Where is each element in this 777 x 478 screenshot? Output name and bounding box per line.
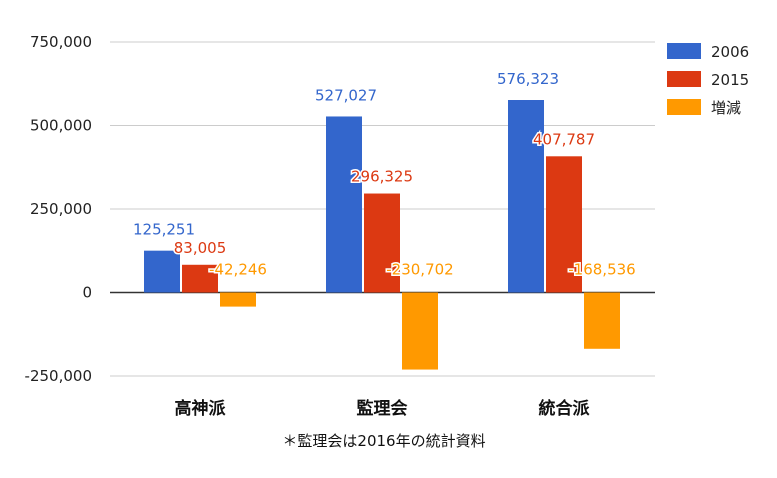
data-label: 83,005 [174,239,227,257]
x-category-label: 監理会 [357,398,408,419]
legend-label: 増減 [711,99,741,117]
legend-swatch [667,99,701,115]
bar-増減-高神派[interactable] [220,292,256,307]
data-label: -168,536 [568,261,635,279]
y-tick-label: -250,000 [25,367,92,385]
data-label: 125,251 [133,221,195,239]
legend: 2006 2015 増減 [667,43,749,117]
data-label: -42,246 [209,261,267,279]
y-tick-label: 0 [82,284,92,302]
bar-増減-統合派[interactable] [584,292,620,349]
legend-swatch [667,43,701,59]
bar-2006-高神派[interactable] [144,250,180,293]
x-axis-categories: 高神派 監理会 統合派 [175,398,591,419]
x-category-label: 統合派 [539,398,591,419]
y-axis: 750,000 500,000 250,000 0 -250,000 [25,33,92,385]
y-tick-label: 500,000 [30,117,92,135]
bar-2015-監理会[interactable] [364,193,400,293]
bar-2015-統合派[interactable] [546,156,582,293]
bar-増減-監理会[interactable] [402,292,438,370]
legend-label: 2006 [711,43,749,61]
data-label: -230,702 [386,261,453,279]
footnote: ＊監理会は2016年の統計資料 [282,432,485,450]
bars [144,100,620,370]
data-label: 576,323 [497,70,559,88]
data-label: 527,027 [315,86,377,104]
legend-label: 2015 [711,71,749,89]
data-label: 296,325 [351,168,413,186]
x-category-label: 高神派 [175,398,227,419]
y-tick-label: 750,000 [30,33,92,51]
bar-2006-監理会[interactable] [326,116,362,293]
legend-swatch [667,71,701,87]
bar-2015-高神派[interactable] [182,264,218,293]
y-tick-label: 250,000 [30,200,92,218]
data-label: 407,787 [533,130,595,148]
bar-2006-統合派[interactable] [508,100,544,293]
